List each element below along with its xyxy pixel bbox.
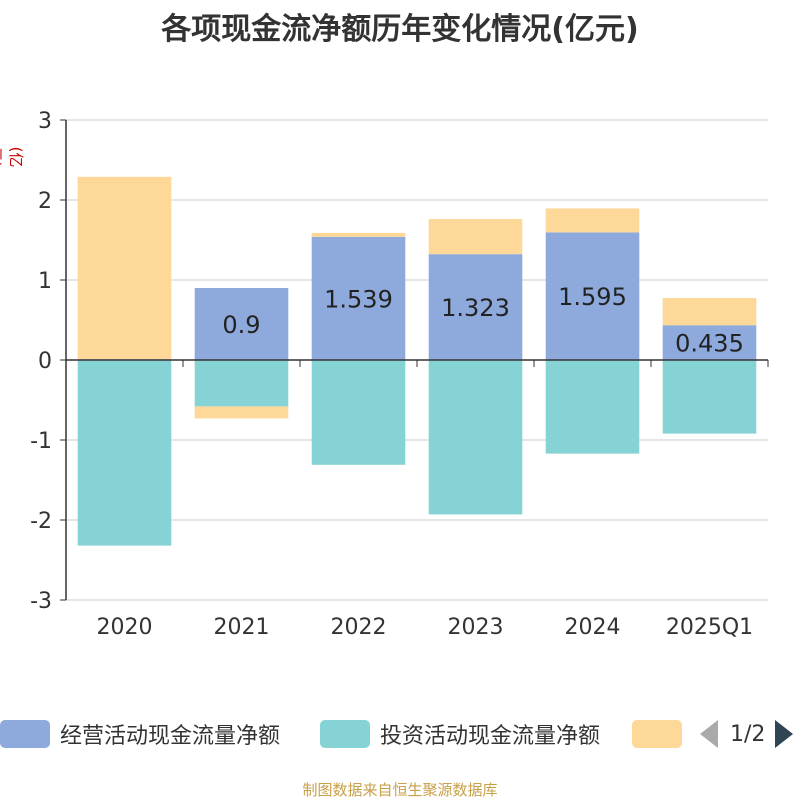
bar-2-2025Q1: [662, 360, 757, 434]
data-source-note: 制图数据来自恒生聚源数据库: [302, 781, 498, 799]
data-label: 1.323: [441, 294, 510, 322]
legend-swatch-investing: [320, 720, 370, 748]
data-label: 1.539: [324, 285, 393, 313]
legend: 经营活动现金流量净额 投资活动现金流量净额 1/2: [0, 714, 800, 754]
y-tick-label: 3: [38, 109, 52, 134]
legend-swatch-financing: [632, 720, 682, 748]
bar-3-2023: [428, 218, 523, 255]
bar-1-2022: [311, 236, 406, 360]
bar-3-2024: [545, 208, 640, 233]
data-label: 1.595: [558, 283, 627, 311]
legend-page-indicator: 1/2: [730, 721, 766, 747]
x-tick-label: 2025Q1: [666, 615, 753, 640]
x-tick-label: 2022: [331, 615, 387, 640]
legend-item-financing[interactable]: [632, 714, 692, 754]
y-tick-label: -3: [30, 589, 52, 614]
legend-label-investing: 投资活动现金流量净额: [380, 724, 601, 749]
bar-1-2025Q1: [662, 325, 757, 360]
x-tick-label: 2021: [214, 615, 270, 640]
bar-2-2020: [77, 360, 172, 546]
legend-swatch-operating: [0, 720, 50, 748]
bar-2-2024: [545, 360, 640, 454]
data-label: 0.9: [222, 311, 260, 339]
y-tick-label: -1: [30, 429, 52, 454]
chart-title: 各项现金流净额历年变化情况(亿元): [161, 12, 639, 47]
x-tick-label: 2023: [448, 615, 504, 640]
y-tick-label: 2: [38, 189, 52, 214]
bar-1-2023: [428, 254, 523, 360]
legend-pager: 1/2: [700, 714, 794, 754]
prev-page-icon[interactable]: [700, 720, 718, 748]
bar-2-2022: [311, 360, 406, 465]
data-label: 0.435: [675, 330, 744, 358]
bar-3-2025Q1: [662, 298, 757, 326]
bar-2-2021: [194, 360, 289, 407]
bar-3-2021: [194, 406, 289, 419]
bar-1-2024: [545, 232, 640, 360]
bar-2-2023: [428, 360, 523, 515]
next-page-icon[interactable]: [775, 720, 794, 748]
x-tick-label: 2020: [97, 615, 153, 640]
x-tick-label: 2024: [565, 615, 621, 640]
legend-item-investing[interactable]: 投资活动现金流量净额: [320, 714, 600, 754]
legend-label-operating: 经营活动现金流量净额: [60, 724, 281, 749]
y-tick-label: 0: [38, 349, 52, 374]
legend-item-operating[interactable]: 经营活动现金流量净额: [0, 714, 280, 754]
y-tick-label: 1: [38, 269, 52, 294]
bar-3-2022: [311, 232, 406, 237]
bar-1-2021: [194, 288, 289, 360]
y-tick-label: -2: [30, 509, 52, 534]
bar-3-2020: [77, 176, 172, 360]
